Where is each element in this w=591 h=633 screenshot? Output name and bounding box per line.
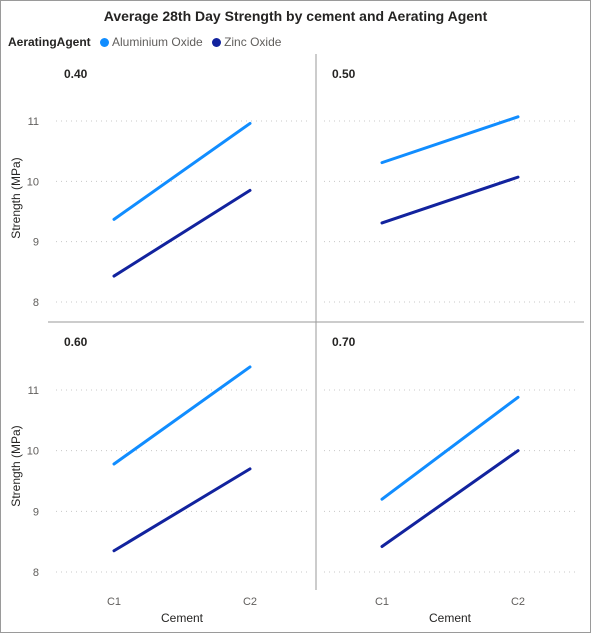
y-tick-label: 9 — [33, 506, 39, 518]
legend-marker-aluminium-oxide — [100, 38, 110, 47]
y-tick-label: 11 — [28, 385, 39, 397]
series-line-aluminium-oxide — [112, 365, 252, 466]
panel-label: 0.70 — [332, 335, 356, 349]
x-tick-label: C2 — [511, 596, 525, 608]
x-axis-title: Cement — [429, 611, 472, 625]
series-line-zinc-oxide — [112, 467, 252, 553]
series-line-aluminium-oxide — [380, 395, 520, 501]
series-line-zinc-oxide — [112, 188, 252, 278]
x-tick-label: C1 — [107, 596, 121, 608]
chart-title: Average 28th Day Strength by cement and … — [103, 8, 488, 24]
y-tick-label: 9 — [33, 237, 39, 249]
y-tick-label: 10 — [27, 176, 39, 188]
legend-title: AeratingAgent — [8, 35, 91, 49]
y-axis-title: Strength (MPa) — [9, 425, 23, 506]
y-tick-label: 8 — [33, 297, 39, 309]
panel-label: 0.60 — [64, 335, 88, 349]
panel-label: 0.50 — [332, 67, 356, 81]
x-tick-label: C1 — [375, 596, 389, 608]
panel-label: 0.40 — [64, 67, 88, 81]
legend-entry-zinc-oxide[interactable]: Zinc Oxide — [224, 35, 282, 49]
x-axis-title: Cement — [161, 611, 204, 625]
y-axis-title: Strength (MPa) — [9, 157, 23, 238]
series-line-zinc-oxide — [380, 175, 520, 225]
series-line-aluminium-oxide — [380, 115, 520, 165]
y-tick-label: 10 — [27, 446, 39, 458]
series-line-aluminium-oxide — [112, 121, 252, 221]
y-tick-label: 8 — [33, 567, 39, 579]
y-tick-label: 11 — [28, 116, 39, 128]
series-line-zinc-oxide — [380, 449, 520, 549]
legend-marker-zinc-oxide — [212, 38, 222, 47]
x-tick-label: C2 — [243, 596, 257, 608]
legend-entry-aluminium-oxide[interactable]: Aluminium Oxide — [112, 35, 203, 49]
legend: AeratingAgent Aluminium Oxide Zinc Oxide — [8, 35, 281, 49]
